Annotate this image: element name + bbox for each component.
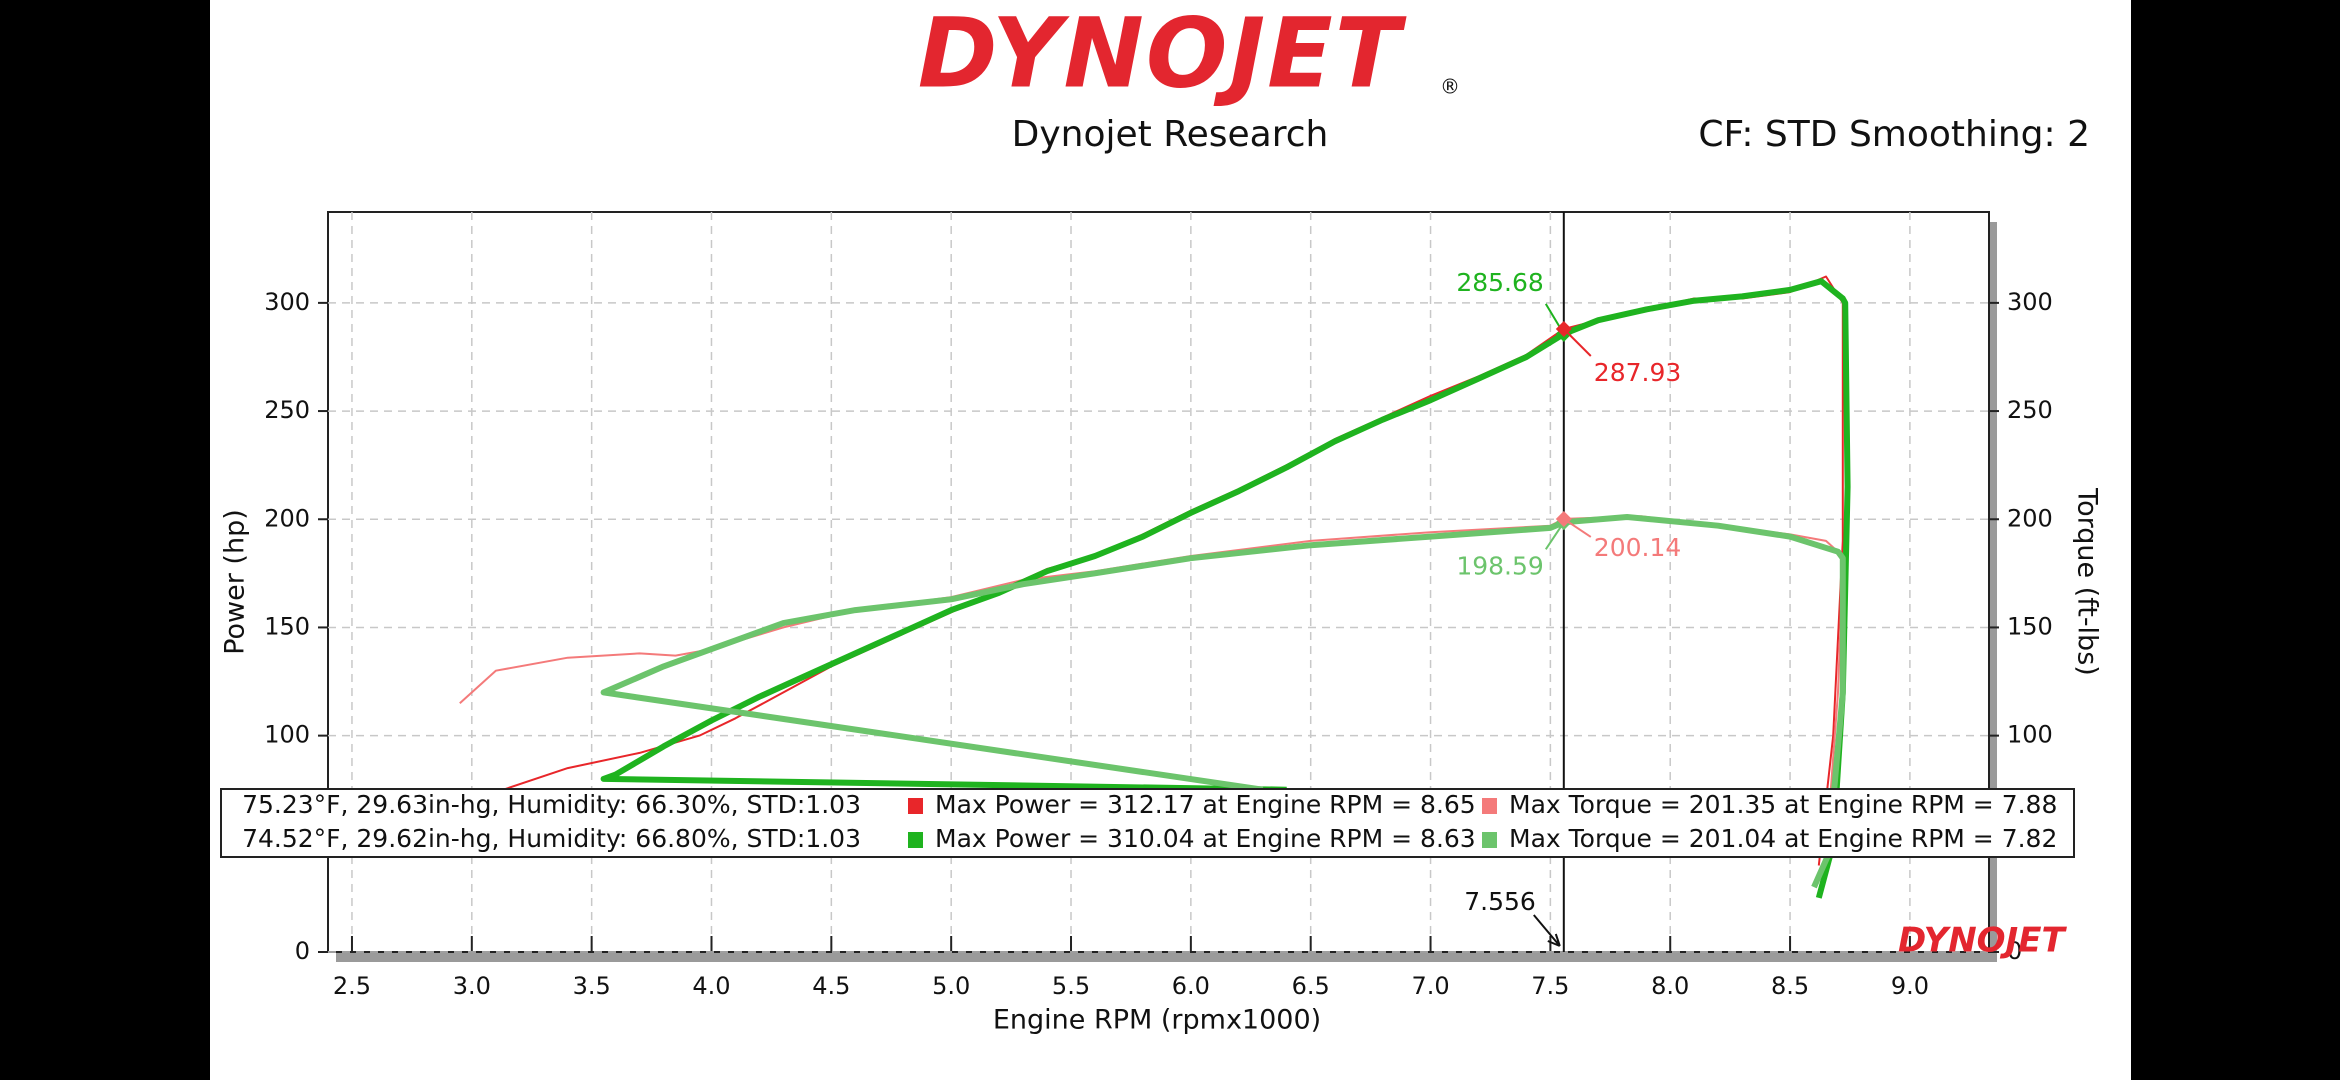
y-tick-label: 200 (264, 504, 310, 532)
y-tick-label: 150 (264, 612, 310, 640)
overlay: 7.556 285.68 287.93 198.59 200.14 (1456, 212, 1681, 952)
watermark-logo: DYNOJET (1898, 921, 2067, 961)
y2-tick-label: 200 (2007, 504, 2053, 532)
y-tick-label: 100 (264, 721, 310, 749)
annotation-label: 198.59 (1456, 551, 1543, 580)
x-tick-label: 3.5 (573, 972, 611, 1000)
y-tick-label: 0 (295, 937, 310, 965)
x-tick-label: 3.0 (453, 972, 491, 1000)
annotation-label: 200.14 (1594, 533, 1681, 562)
cursor-label: 7.556 (1464, 887, 1536, 916)
legend: 75.23°F, 29.63in-hg, Humidity: 66.30%, S… (242, 790, 2057, 853)
legend-swatch (908, 832, 923, 848)
y2-tick-label: 300 (2007, 288, 2053, 316)
legend-run: 75.23°F, 29.63in-hg, Humidity: 66.30%, S… (242, 790, 861, 819)
x-tick-label: 7.0 (1411, 972, 1449, 1000)
subtitle: CF: STD Smoothing: 2 (1698, 114, 2090, 155)
y2-tick-label: 250 (2007, 396, 2053, 424)
y2-tick-label: 100 (2007, 721, 2053, 749)
legend-label: Max Power = 312.17 at Engine RPM = 8.65 (935, 790, 1476, 819)
x-tick-label: 9.0 (1891, 972, 1929, 1000)
y-tick-label: 250 (264, 396, 310, 424)
logo: DYNOJET (918, 0, 1407, 109)
legend-swatch (908, 798, 923, 814)
series-line (459, 515, 1844, 823)
y2-tick-label: 0 (2007, 937, 2022, 965)
annotation-label: 287.93 (1594, 358, 1681, 387)
x-tick-label: 6.0 (1172, 972, 1210, 1000)
legend-label: Max Torque = 201.04 at Engine RPM = 7.82 (1509, 824, 2057, 853)
series-line (600, 514, 1846, 889)
x-tick-label: 7.5 (1531, 972, 1569, 1000)
legend-label: Max Power = 310.04 at Engine RPM = 8.63 (935, 824, 1476, 853)
legend-swatch (1482, 832, 1497, 848)
title: Dynojet Research (1012, 114, 1329, 155)
lines (459, 275, 1851, 899)
legend-run: 74.52°F, 29.62in-hg, Humidity: 66.80%, S… (242, 824, 861, 853)
legend-label: Max Torque = 201.35 at Engine RPM = 7.88 (1509, 790, 2057, 819)
y2-axis-label: Torque (ft-lbs) (2072, 487, 2103, 676)
annotation-leader (1563, 328, 1592, 357)
annotation-leader (1563, 518, 1592, 538)
x-axis-label: Engine RPM (rpmx1000) (993, 1005, 1321, 1036)
legend-swatch (1482, 798, 1497, 814)
x-tick-label: 5.0 (932, 972, 970, 1000)
logo-mark: ® (1440, 75, 1460, 99)
y-tick-label: 300 (264, 288, 310, 316)
x-tick-label: 6.5 (1292, 972, 1330, 1000)
y2-tick-label: 150 (2007, 612, 2053, 640)
series-line (600, 278, 1851, 899)
annotation-label: 285.68 (1456, 268, 1543, 297)
x-tick-label: 2.5 (333, 972, 371, 1000)
x-tick-label: 5.5 (1052, 972, 1090, 1000)
x-tick-label: 4.5 (812, 972, 850, 1000)
x-tick-label: 8.5 (1771, 972, 1809, 1000)
cursor-arrow (1533, 914, 1561, 947)
legend-box (220, 788, 2075, 858)
y-axis-label: Power (hp) (220, 509, 251, 655)
annotation-leader (1544, 521, 1565, 550)
x-tick-label: 4.0 (692, 972, 730, 1000)
x-tick-label: 8.0 (1651, 972, 1689, 1000)
